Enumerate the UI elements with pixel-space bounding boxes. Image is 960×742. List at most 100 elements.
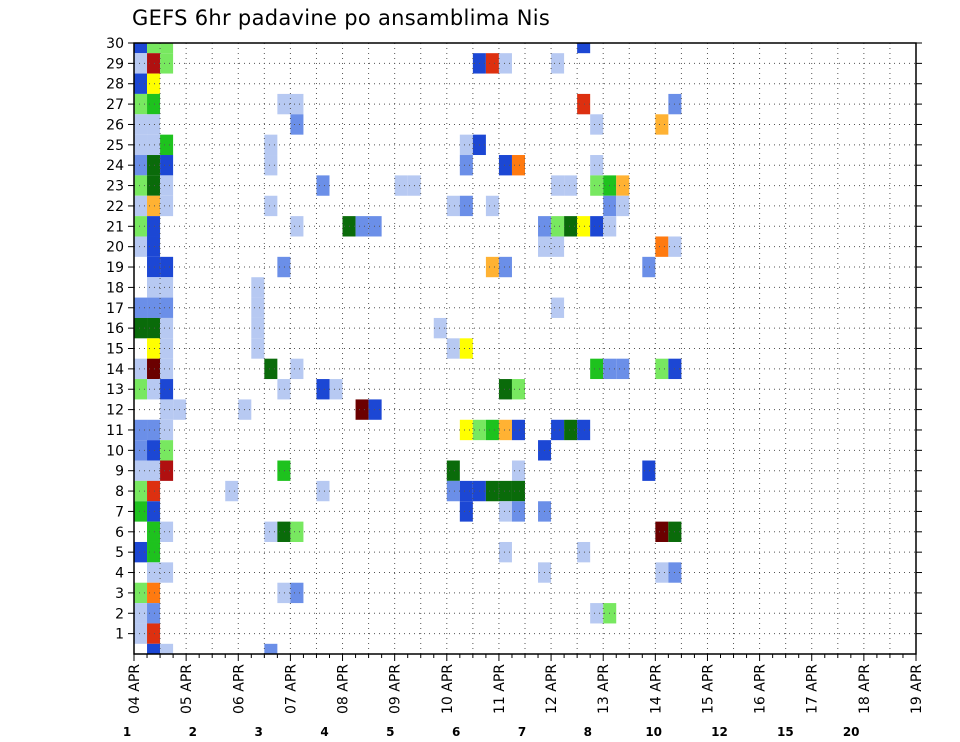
heatmap-cell [498,419,512,441]
heatmap-cell [147,256,161,278]
y-tick-label: 23 [106,179,124,195]
heatmap-cell [160,419,174,441]
y-tick-label: 9 [115,464,124,480]
heatmap-cell [160,399,174,420]
heatmap-cell [251,297,265,318]
heatmap-cell [290,521,304,542]
colorbar-label: 12 [711,725,728,739]
heatmap-cell [160,358,174,380]
heatmap-cell [160,53,174,74]
y-tick-label: 17 [106,301,124,317]
heatmap-cell [642,460,656,481]
heatmap-cell [147,317,161,339]
heatmap-cell [577,93,591,115]
heatmap-cell [655,358,669,380]
x-tick-label: 19 APR [909,664,925,714]
heatmap-cell [446,338,460,359]
heatmap-cell [160,195,174,217]
colorbar-label: 5 [386,725,394,739]
heatmap-cell [134,134,148,156]
heatmap-cell [498,379,512,400]
heatmap-cell [147,440,161,461]
colorbar-label: 1 [123,725,131,739]
y-tick-label: 30 [106,36,124,52]
heatmap-cell [485,53,499,74]
heatmap-cell [264,155,278,176]
colorbar-label: 7 [518,725,526,739]
heatmap-cell [577,419,591,441]
heatmap-cell [147,297,161,318]
heatmap-cell [160,379,174,400]
heatmap-cell [290,358,304,380]
heatmap-cell [459,480,473,502]
heatmap-cell [590,358,604,380]
heatmap-cell [498,256,512,278]
heatmap-cell [134,236,148,257]
heatmap-cell [564,216,578,237]
x-tick-label: 06 APR [231,664,247,714]
heatmap-cell [264,195,278,217]
heatmap-cell [147,216,161,237]
y-tick-label: 3 [115,586,124,602]
heatmap-cell [147,338,161,359]
x-tick-label: 13 APR [596,664,612,714]
heatmap-cell [160,43,174,54]
heatmap-cell [551,297,565,318]
heatmap-cell [134,501,148,522]
heatmap-cell [147,541,161,563]
colorbar-label: 4 [320,725,328,739]
heatmap-cell [134,582,148,604]
heatmap-cell [147,562,161,583]
heatmap-cell [616,358,630,380]
heatmap-cell [277,460,291,481]
heatmap-cell [264,134,278,156]
heatmap-cell [459,419,473,441]
colorbar-label: 6 [452,725,460,739]
heatmap-cell [134,480,148,502]
heatmap-cell [290,93,304,115]
heatmap-cell [147,53,161,74]
heatmap-cell [329,379,343,400]
y-tick-label: 21 [106,219,124,235]
heatmap-cell [134,317,148,339]
heatmap-cell [355,399,369,420]
colorbar-label: 10 [645,725,662,739]
heatmap-cell [485,419,499,441]
heatmap-cell [551,236,565,257]
heatmap-cell [160,297,174,318]
heatmap-cell [134,53,148,74]
y-tick-label: 8 [115,484,124,500]
heatmap-cell [134,541,148,563]
heatmap-cell [277,256,291,278]
heatmap-cell [251,338,265,359]
y-tick-label: 15 [106,342,124,358]
heatmap-cell [147,93,161,115]
heatmap-cell [147,358,161,380]
heatmap-cell [160,338,174,359]
heatmap-cell [147,419,161,441]
heatmap-cell [134,440,148,461]
heatmap-cell [642,256,656,278]
y-tick-label: 5 [115,545,124,561]
heatmap-cell [251,277,265,298]
heatmap-cell [134,73,148,94]
heatmap-cell [485,256,499,278]
y-tick-label: 28 [106,77,124,93]
heatmap-cell [485,480,499,502]
y-tick-label: 26 [106,117,124,133]
heatmap-cell [134,175,148,196]
heatmap-cell [290,216,304,237]
heatmap-cell [459,501,473,522]
heatmap-cell [160,277,174,298]
heatmap-cell [459,195,473,217]
heatmap-cell [446,480,460,502]
heatmap-cell [160,643,174,654]
heatmap-cell [134,460,148,481]
x-tick-label: 08 APR [336,664,352,714]
heatmap-cell [316,379,330,400]
y-tick-label: 7 [115,504,124,520]
y-tick-label: 10 [106,443,124,459]
heatmap-cell [160,521,174,542]
y-tick-label: 25 [106,138,124,154]
heatmap-cell [160,440,174,461]
